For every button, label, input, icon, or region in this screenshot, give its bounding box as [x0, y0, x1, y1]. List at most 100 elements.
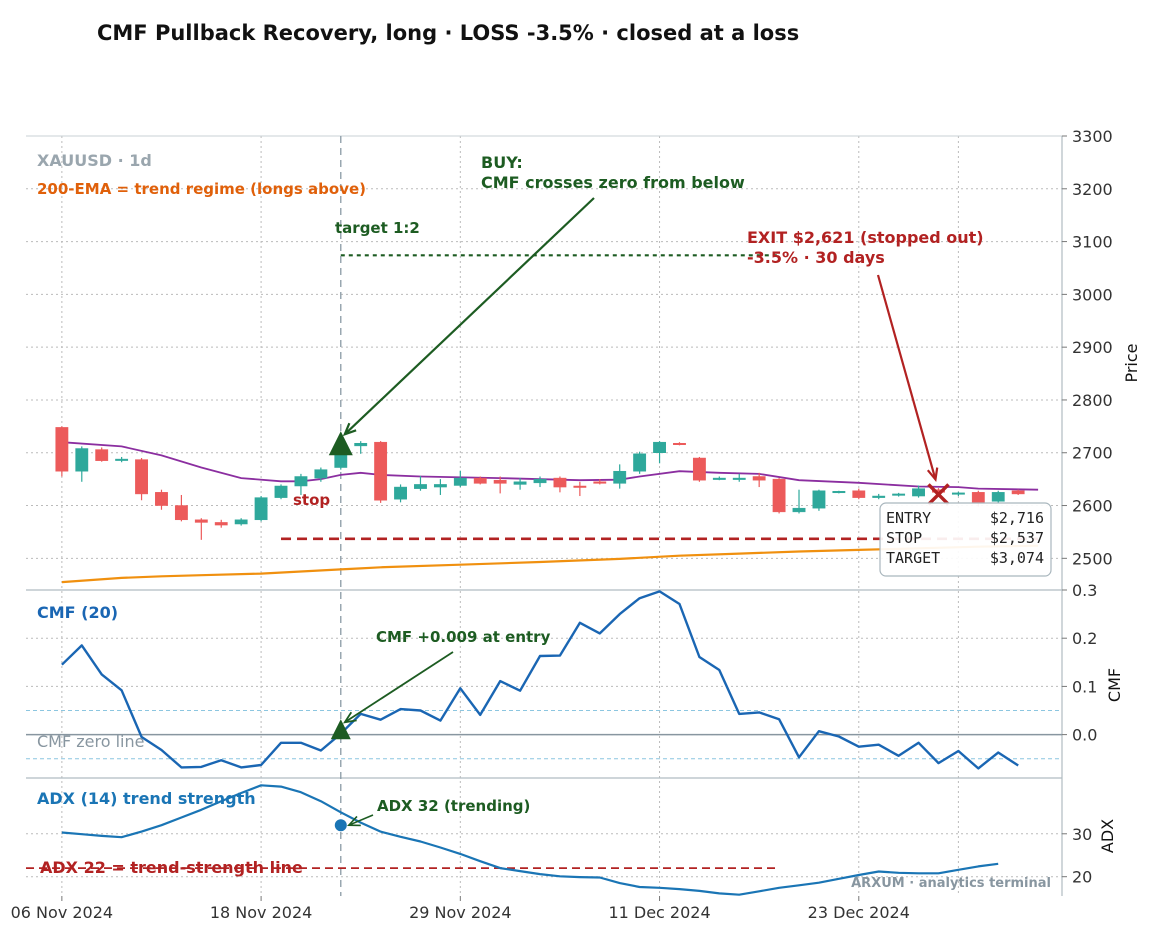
exit-arrow [876, 274, 937, 480]
xtick-label: 18 Nov 2024 [210, 903, 312, 922]
candle-body [732, 477, 746, 480]
buy-marker [328, 431, 353, 456]
candle-body [314, 469, 328, 479]
candle-body [692, 457, 706, 481]
ema-fast-line [61, 441, 1039, 491]
candle-body [951, 492, 965, 495]
candle-body [75, 448, 89, 472]
candle-body [115, 458, 129, 461]
cmf-label: CMF (20) [37, 603, 118, 622]
adx-label: ADX (14) trend strength [37, 789, 256, 808]
candle-body [194, 519, 208, 523]
candle-body [1011, 490, 1025, 495]
candle-body [135, 459, 148, 495]
candle-body [832, 491, 846, 494]
trade-box-label: TARGET [886, 549, 940, 567]
candle-body [294, 476, 308, 487]
cmf-entry-arrow [344, 651, 454, 724]
buy-arrow [344, 197, 595, 436]
candle-body [852, 490, 866, 498]
price-panel: ENTRY $2,716 STOP $2,537 TARGET $3,074 [55, 136, 1052, 896]
cmf-ytick-label: 0.2 [1072, 629, 1097, 648]
target-label: target 1:2 [335, 219, 420, 237]
candle-body [214, 522, 228, 526]
trade-box-label: STOP [886, 529, 922, 547]
exit-marker [927, 483, 950, 506]
trade-summary-box [879, 502, 1052, 577]
cmf-panel [26, 590, 1062, 770]
cmf-axis-title: CMF [1105, 668, 1124, 702]
buy-annotation-line2: CMF crosses zero from below [481, 173, 745, 192]
axes: 2500 2600 2700 2800 2900 3000 3100 3200 3300 0.0 0… [11, 127, 1141, 922]
candle-body [533, 478, 547, 484]
cmf-series-line [61, 590, 1019, 770]
candle-body [653, 441, 666, 453]
price-ytick-label: 2900 [1072, 338, 1113, 357]
trade-box-value: $2,716 [990, 509, 1044, 527]
price-ytick-label: 3100 [1072, 233, 1113, 252]
candle-body [772, 478, 786, 513]
stop-label: stop [293, 491, 330, 509]
candle-body [433, 484, 447, 488]
candle-body [394, 486, 407, 500]
candle-body [155, 492, 168, 506]
candle-body [991, 492, 1005, 502]
price-ytick-label: 2700 [1072, 444, 1113, 463]
price-axis-title: Price [1122, 343, 1141, 382]
xtick-label: 11 Dec 2024 [608, 903, 710, 922]
candle-body [95, 449, 109, 461]
candle-body [613, 470, 627, 484]
candle-body [971, 492, 985, 504]
candle-body [573, 485, 587, 488]
candle-body [752, 476, 766, 481]
candle-body [174, 505, 188, 521]
trade-box-value: $2,537 [990, 529, 1044, 547]
trade-box-value: $3,074 [990, 549, 1044, 567]
trade-box-label: ENTRY [886, 509, 931, 527]
exit-annotation-line2: -3.5% · 30 days [747, 248, 885, 267]
buy-annotation-line1: BUY: [481, 153, 523, 172]
candle-body [792, 507, 806, 513]
candle-body [553, 477, 567, 488]
candle-body [274, 485, 288, 498]
ema200-line [61, 544, 1039, 584]
price-ytick-label: 3200 [1072, 180, 1113, 199]
adx-ytick-label: 20 [1072, 868, 1092, 887]
adx-ytick-label: 30 [1072, 825, 1092, 844]
candle-body [493, 479, 507, 484]
buy-arrow-head [342, 422, 357, 437]
cmf-ytick-label: 0.0 [1072, 726, 1097, 745]
xtick-label: 06 Nov 2024 [11, 903, 113, 922]
ema-label: 200-EMA = trend regime (longs above) [37, 180, 366, 198]
adx-entry-arrow [348, 814, 374, 826]
cmf-ytick-label: 0.1 [1072, 677, 1097, 696]
candle-body [712, 477, 726, 480]
candle-body [254, 497, 268, 521]
cmf-entry-marker [330, 719, 351, 740]
exit-annotation-line1: EXIT $2,621 (stopped out) [747, 228, 984, 247]
adx-series-line [61, 784, 999, 896]
watermark: ARXUM · analytics terminal [851, 876, 1051, 891]
candle-body [912, 488, 925, 497]
price-ytick-label: 2600 [1072, 497, 1113, 516]
candle-body [354, 442, 368, 447]
candle-body [513, 481, 527, 485]
price-ytick-label: 2800 [1072, 391, 1113, 410]
annotations: XAUUSD · 1d 200-EMA = trend regime (longs… [37, 151, 984, 877]
adx-threshold-label: ADX 22 = trend-strength line [40, 858, 303, 877]
panel-frames [26, 135, 1063, 896]
candle-body [812, 490, 826, 509]
candle-body [234, 519, 248, 525]
cmf-zero-label: CMF zero line [37, 732, 144, 751]
chart-title: CMF Pullback Recovery, long · LOSS -3.5%… [97, 21, 799, 45]
price-ytick-label: 2500 [1072, 549, 1113, 568]
adx-entry-arrow-head [346, 815, 361, 827]
adx-panel [26, 784, 999, 896]
candle-body [374, 441, 388, 501]
candle-body [414, 484, 427, 489]
cmf-entry-annotation: CMF +0.009 at entry [376, 628, 551, 646]
cmf-ytick-label: 0.3 [1072, 581, 1097, 600]
adx-entry-annotation: ADX 32 (trending) [377, 797, 530, 815]
candle-body [872, 495, 886, 498]
